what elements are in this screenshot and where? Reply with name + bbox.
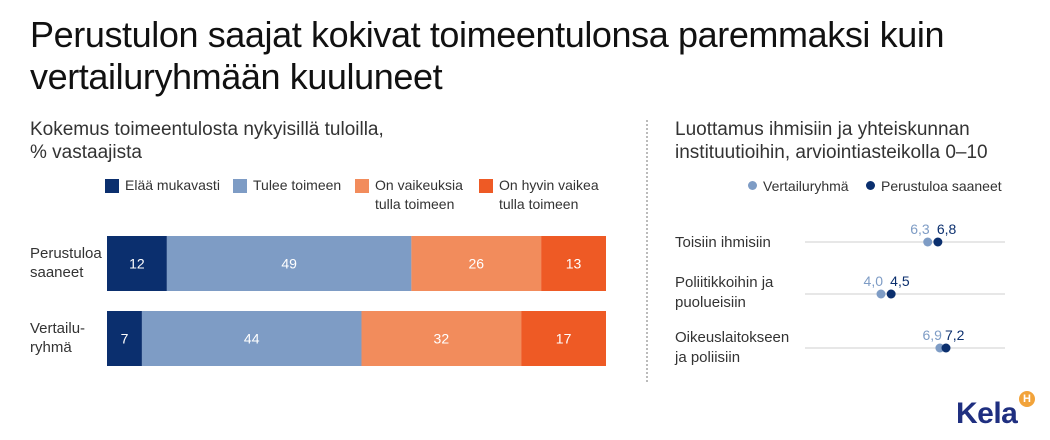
panel-divider [646, 120, 648, 382]
dot-marker-r2-s2 [886, 289, 896, 299]
dot-row-label-2: Poliitikkoihin ja puolueisiin [675, 274, 774, 311]
legend-label-1: Elää mukavasti [125, 177, 220, 193]
legend-label-2: Tulee toimeen [253, 177, 342, 193]
bar-segment-r2-s3 [361, 311, 522, 366]
bar-value-label-r1-s2: 49 [281, 256, 297, 272]
bar-row-label-1: Perustuloa saaneet [30, 245, 102, 281]
dot-value-label-r2-s2: 4,5 [890, 273, 910, 289]
bar-value-label-r2-s4: 17 [556, 331, 572, 347]
bar-value-label-r2-s1: 7 [121, 331, 129, 347]
bar-value-label-r1-s1: 12 [129, 256, 145, 272]
dot-legend-item-1: Vertailuryhmä [748, 177, 849, 195]
bar-chart-subtitle: Kokemus toimeentulosta nykyisillä tuloil… [30, 119, 384, 163]
dot-value-label-r3-s2: 7,2 [945, 327, 965, 343]
dot-value-label-r2-s1: 4,0 [864, 273, 884, 289]
legend-swatch-3 [355, 179, 369, 193]
bar-value-label-r1-s3: 26 [468, 256, 484, 272]
kela-logo: Kela [956, 397, 1018, 430]
bar-segment-r1-s1 [107, 236, 167, 291]
kela-logo-badge: H [1019, 391, 1035, 407]
bar-value-label-r2-s2: 44 [244, 331, 260, 347]
bar-row-label-2: Vertailu- ryhmä [30, 320, 86, 356]
dot-legend-label-2: Perustuloa saaneet [881, 178, 1002, 194]
bar-segment-r2-s1 [107, 311, 142, 366]
dot-chart-subtitle: Luottamus ihmisiin ja yhteiskunnan insti… [675, 119, 988, 163]
stacked-bar-chart: 12 49 26 13 7 44 32 17 [107, 236, 606, 366]
bar-segment-r2-s4 [521, 311, 606, 366]
legend-swatch-4 [479, 179, 493, 193]
chart-title: Perustulon saajat kokivat toimeentulonsa… [30, 14, 945, 97]
bar-segment-r1-s4 [541, 236, 606, 291]
dot-legend-marker-2 [866, 181, 875, 190]
legend-label-3: On vaikeuksia tulla toimeen [375, 177, 463, 212]
legend-swatch-2 [233, 179, 247, 193]
dot-legend-marker-1 [748, 181, 757, 190]
bar-segment-r1-s3 [411, 236, 542, 291]
legend-swatch-1 [105, 179, 119, 193]
dot-marker-r1-s2 [933, 237, 943, 247]
dot-marker-r1-s1 [923, 237, 933, 247]
bar-segment-r1-s2 [166, 236, 412, 291]
dot-marker-r2-s1 [876, 289, 886, 299]
bar-value-label-r2-s3: 32 [434, 331, 450, 347]
dot-row-label-1: Toisiin ihmisiin [675, 234, 771, 251]
dot-value-label-r1-s2: 6,8 [937, 221, 957, 237]
dot-plot-chart: 6,3 6,8 4,0 4,5 6,9 7,2 [805, 221, 1005, 353]
dot-legend-item-2: Perustuloa saaneet [866, 177, 1002, 195]
legend-label-4: On hyvin vaikea tulla toimeen [499, 177, 599, 212]
dot-row-label-3: Oikeuslaitokseen ja poliisiin [675, 329, 790, 366]
bar-segment-r2-s2 [141, 311, 362, 366]
dot-value-label-r3-s1: 6,9 [922, 327, 942, 343]
dot-marker-r3-s2 [941, 343, 951, 353]
bar-value-label-r1-s4: 13 [566, 256, 582, 272]
dot-legend-label-1: Vertailuryhmä [763, 178, 849, 194]
dot-value-label-r1-s1: 6,3 [910, 221, 930, 237]
